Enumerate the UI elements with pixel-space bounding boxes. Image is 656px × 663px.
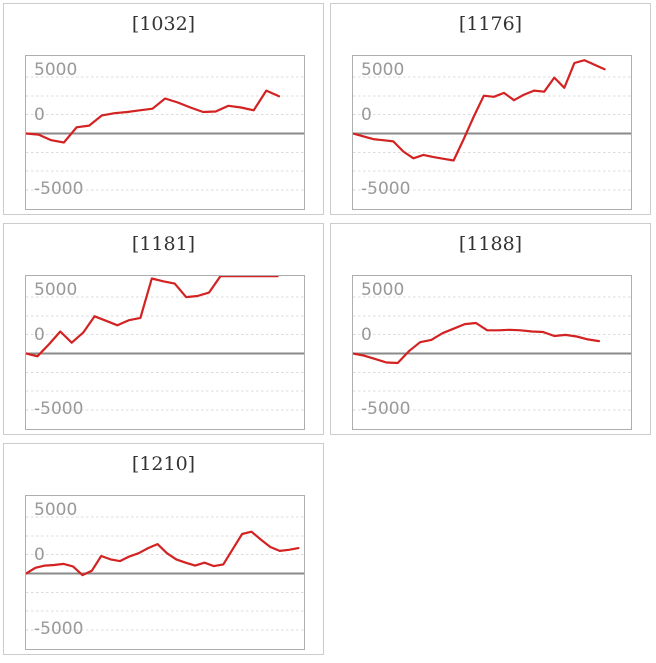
slump-graph [353, 296, 631, 411]
plot-area: 5000 0 -5000 [352, 275, 632, 430]
slump-graph [26, 76, 304, 191]
chart-card-1032: [1032] 5000 0 -5000 [3, 3, 324, 215]
chart-title: [1188] [458, 233, 523, 255]
chart-card-1188: [1188] 5000 0 -5000 [330, 223, 651, 435]
chart-title: [1181] [131, 233, 196, 255]
chart-card-1176: [1176] 5000 0 -5000 [330, 3, 651, 215]
chart-title: [1176] [458, 13, 523, 35]
chart-card-1181: [1181] 5000 0 -5000 [3, 223, 324, 435]
plot-area: 5000 0 -5000 [25, 495, 305, 650]
slump-graph [26, 516, 304, 631]
slump-graph [353, 59, 631, 191]
chart-title: [1032] [131, 13, 196, 35]
slump-graph [26, 276, 304, 411]
chart-card-1210: [1210] 5000 0 -5000 [3, 443, 324, 655]
plot-area: 5000 0 -5000 [25, 275, 305, 430]
plot-area: 5000 0 -5000 [352, 55, 632, 210]
chart-title: [1210] [131, 453, 196, 475]
plot-area: 5000 0 -5000 [25, 55, 305, 210]
